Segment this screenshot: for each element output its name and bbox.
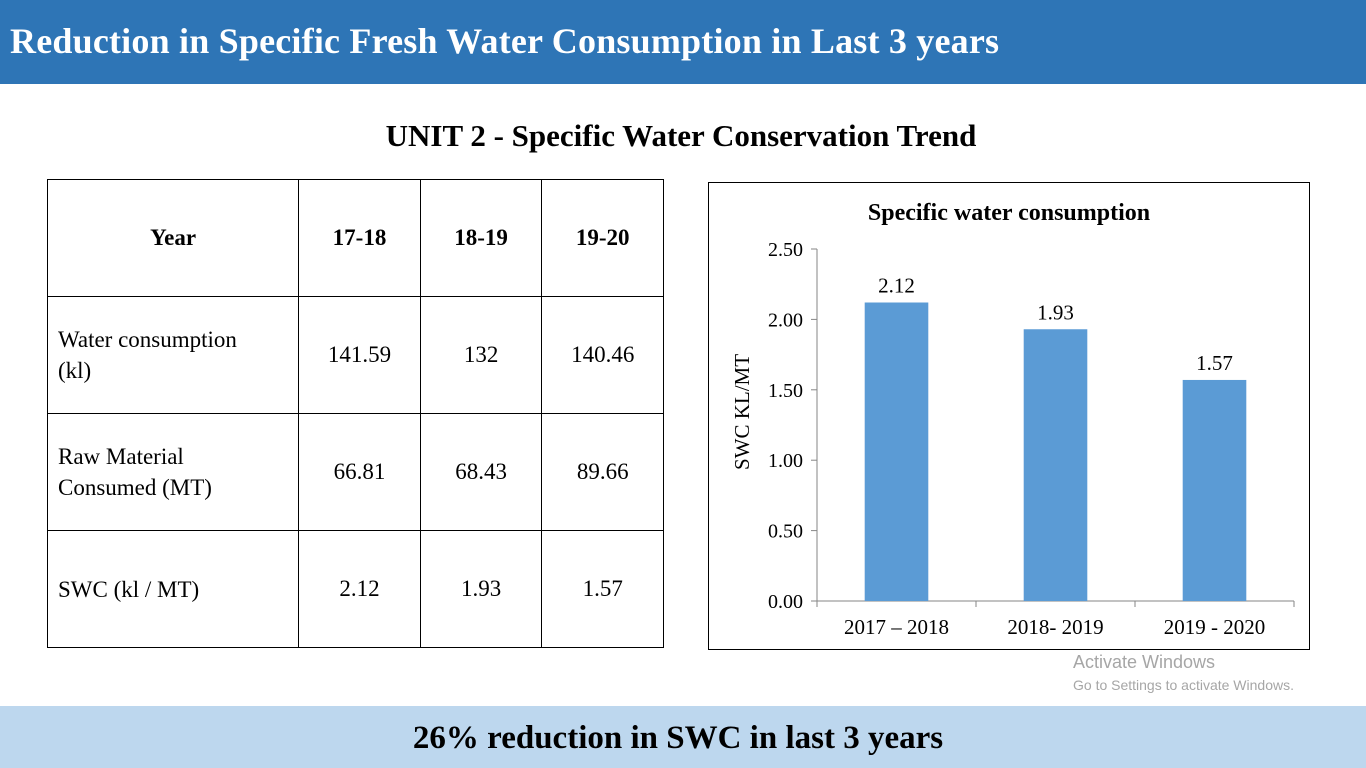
y-tick-label: 1.00 [768, 450, 803, 472]
data-table: Year 17-18 18-19 19-20 Water consumption… [46, 179, 664, 648]
row-label-line: SWC (kl / MT) [58, 576, 200, 602]
row-label-line: Raw Material [58, 444, 184, 469]
row-label-line: Water consumption [58, 327, 237, 352]
plot-area: 0.00 0.50 1.00 1.50 2.00 2.50 2.12 2017 – 2018 1… [768, 239, 1295, 639]
table-header-cell: 19-20 [541, 179, 664, 297]
table-cell: 66.81 [298, 413, 421, 531]
table-cell: 89.66 [541, 413, 664, 531]
y-tick-label: 0.00 [768, 591, 803, 613]
y-tick-label: 2.50 [768, 239, 803, 261]
chart-title: Specific water consumption [868, 200, 1150, 226]
x-tick-label: 2018- 2019 [1007, 615, 1103, 639]
watermark-line: Go to Settings to activate Windows. [1073, 677, 1294, 693]
table-cell: 2.12 [298, 530, 421, 648]
table-header-year: Year [46, 179, 300, 297]
y-tick-label: 2.00 [768, 309, 803, 331]
table-row: Raw Material Consumed (MT) 66.81 68.43 8… [46, 413, 664, 531]
footer-text: 26% reduction in SWC in last 3 years [412, 720, 944, 756]
chart-panel: Specific water consumption SWC KL/MT 0.0… [708, 182, 1310, 650]
data-label: 2.12 [878, 274, 915, 298]
table-row: SWC (kl / MT) 2.12 1.93 1.57 [46, 530, 664, 648]
x-tick-label: 2019 - 2020 [1164, 615, 1266, 639]
y-tick-label: 0.50 [768, 521, 803, 543]
table-cell: 1.93 [419, 530, 543, 648]
table-header-cell: 18-19 [419, 179, 543, 297]
activate-windows-watermark: Activate Windows Go to Settings to activ… [1073, 652, 1294, 693]
table-cell: 132 [419, 296, 543, 414]
row-label-line: (kl) [58, 358, 92, 383]
slide-title: Reduction in Specific Fresh Water Consum… [10, 21, 1000, 61]
table-row: Water consumption (kl) 141.59 132 140.46 [46, 296, 664, 414]
table-cell: 68.43 [419, 413, 543, 531]
bar-chart: Specific water consumption SWC KL/MT 0.0… [730, 200, 1295, 639]
table-cell: 1.57 [541, 530, 664, 648]
table-header-row: Year 17-18 18-19 19-20 [46, 179, 664, 297]
row-label: Water consumption (kl) [46, 296, 300, 414]
slide-subtitle: UNIT 2 - Specific Water Conservation Tre… [385, 118, 977, 153]
data-label: 1.57 [1196, 351, 1233, 375]
header-bar: Reduction in Specific Fresh Water Consum… [0, 0, 1366, 84]
row-label-line: Consumed (MT) [58, 475, 212, 500]
x-tick-label: 2017 – 2018 [844, 615, 949, 639]
data-label: 1.93 [1037, 300, 1074, 324]
bar [864, 302, 929, 601]
y-tick-label: 1.50 [768, 380, 803, 402]
row-label: SWC (kl / MT) [46, 530, 300, 648]
watermark-line: Activate Windows [1073, 652, 1216, 672]
table-cell: 141.59 [298, 296, 421, 414]
footer-bar: 26% reduction in SWC in last 3 years [0, 706, 1366, 768]
table-header-cell: 17-18 [298, 179, 421, 297]
row-label: Raw Material Consumed (MT) [46, 413, 300, 531]
bar [1182, 379, 1247, 601]
bar [1023, 329, 1088, 601]
y-axis-label: SWC KL/MT [730, 354, 754, 470]
table-cell: 140.46 [541, 296, 664, 414]
